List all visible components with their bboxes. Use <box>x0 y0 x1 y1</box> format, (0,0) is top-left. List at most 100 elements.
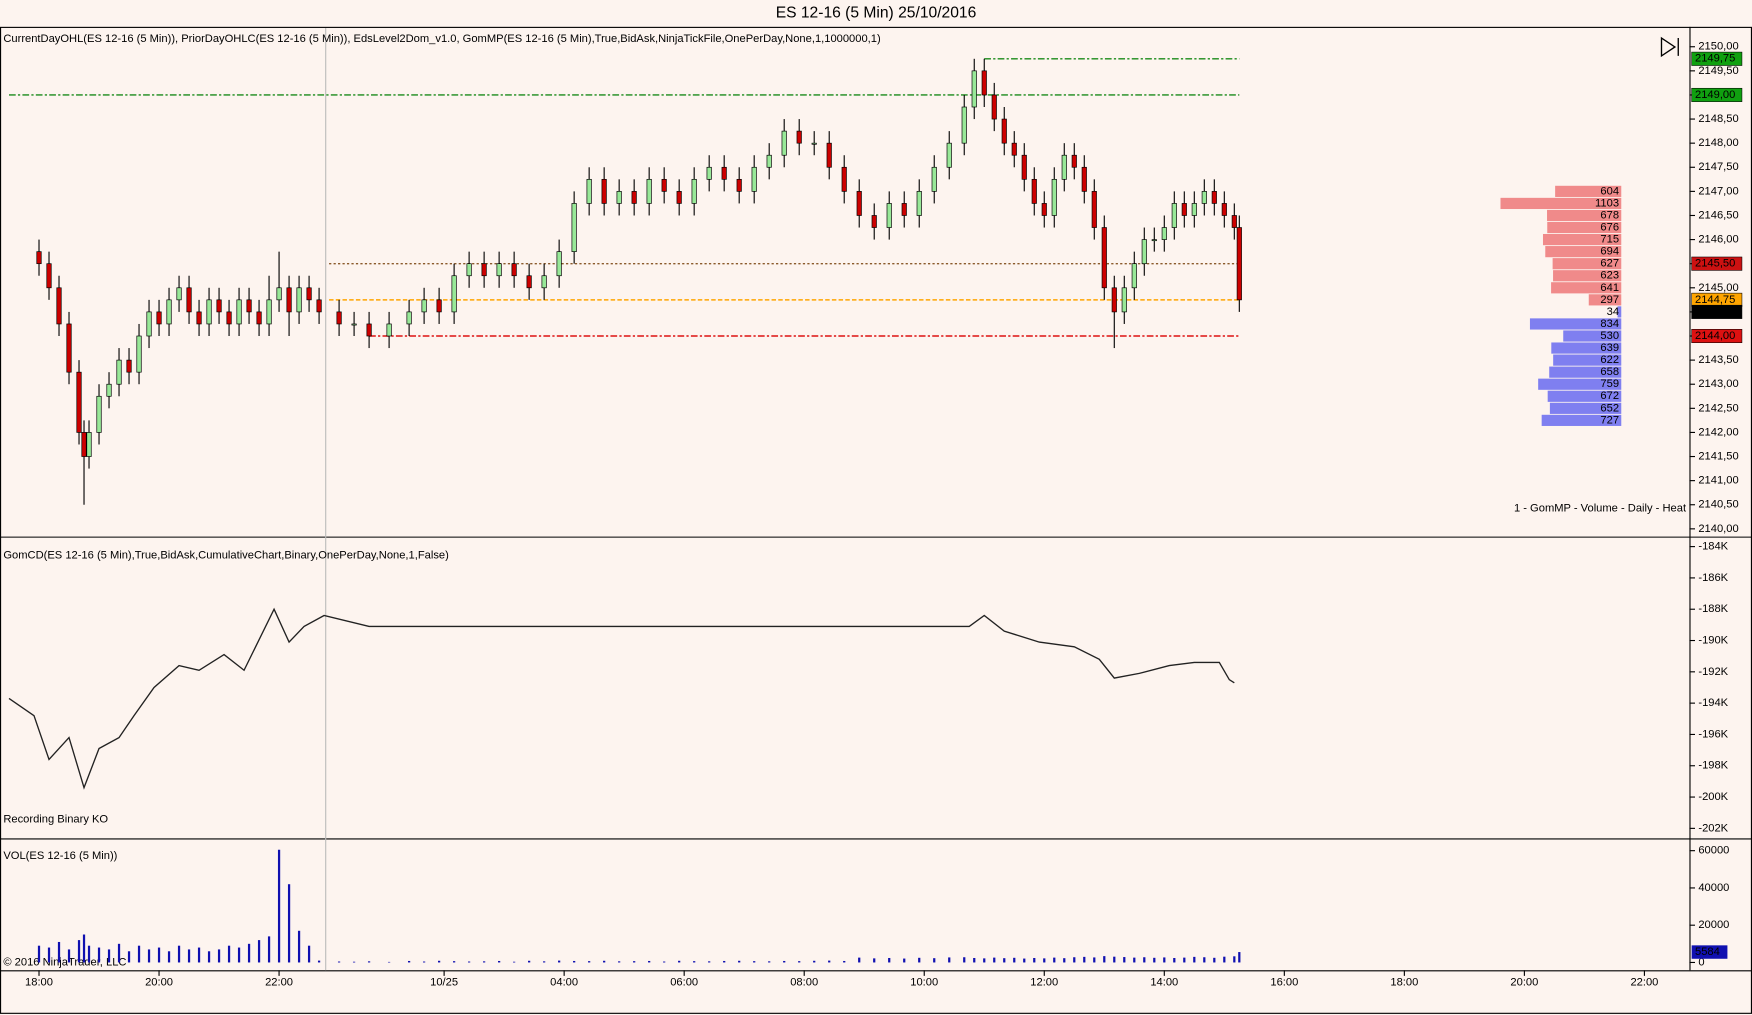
price-marker-label: 2145,50 <box>1695 258 1735 270</box>
candle-body <box>256 311 262 325</box>
candle-body <box>1081 166 1087 192</box>
volume-bar <box>1093 957 1096 963</box>
candle-body <box>336 311 342 325</box>
x-tick-label: 18:00 <box>1390 977 1418 989</box>
y-tick-label: 2147,00 <box>1698 185 1738 197</box>
candle-body <box>246 299 252 313</box>
candle-body <box>871 215 877 228</box>
volume-bar <box>352 961 356 963</box>
volume-bar <box>1233 956 1236 963</box>
candle-body <box>971 70 977 108</box>
volume-bar <box>57 941 61 963</box>
volume-bar <box>1113 956 1116 963</box>
dom-size-label: 34 <box>1607 306 1619 318</box>
volume-bar <box>648 960 651 963</box>
volume-bar <box>37 945 41 963</box>
candle-body <box>106 383 112 397</box>
candle-body <box>76 371 82 433</box>
y-tick-label: -202K <box>1698 822 1728 834</box>
x-tick-label: 20:00 <box>145 977 173 989</box>
volume-bar <box>1153 957 1156 963</box>
volume-bar <box>843 960 846 963</box>
candle-body <box>1221 203 1227 216</box>
candle-body <box>216 299 222 313</box>
y-tick-label: 20000 <box>1698 919 1729 931</box>
y-tick-label: 2145,00 <box>1698 282 1738 294</box>
price-marker <box>1691 329 1743 343</box>
volume-bar <box>247 943 251 963</box>
y-tick-label: -186K <box>1698 572 1728 584</box>
candle-body <box>156 311 162 325</box>
dom-size-label: 1103 <box>1595 197 1619 209</box>
volume-bar <box>558 960 561 963</box>
volume-bar <box>97 947 101 963</box>
price-marker-label: 2144,00 <box>1695 330 1735 342</box>
dom-size-label: 623 <box>1600 270 1619 282</box>
candle-body <box>1181 203 1187 216</box>
volume-bar <box>903 958 906 963</box>
volume-bar <box>1223 956 1226 963</box>
dom-size-label: 639 <box>1600 342 1619 354</box>
price-marker <box>1691 87 1743 102</box>
candle-body <box>1011 142 1017 156</box>
volume-bar <box>277 849 281 963</box>
candle-body <box>466 263 472 277</box>
volume-bar <box>87 945 91 963</box>
volume-bar <box>1003 958 1006 963</box>
candle-body <box>556 251 562 277</box>
dom-bar <box>1551 282 1622 294</box>
volume-bar <box>1133 957 1136 963</box>
volume-bar <box>918 957 921 963</box>
y-tick-label: -184K <box>1698 541 1728 553</box>
candle-body <box>1231 215 1237 228</box>
x-tick-label: 20:00 <box>1510 977 1538 989</box>
volume-bar <box>798 961 801 963</box>
candle-body <box>1141 239 1147 265</box>
candle-body <box>541 275 547 289</box>
volume-bar <box>367 961 371 963</box>
indicator-label: VOL(ES 12-16 (5 Min)) <box>3 850 117 862</box>
candle-body <box>616 191 622 204</box>
volume-bar <box>468 961 471 963</box>
play-button[interactable] <box>1660 36 1679 58</box>
candle-body <box>1061 154 1067 180</box>
candle-body <box>1041 203 1047 216</box>
candle-body <box>1211 191 1217 204</box>
play-icon[interactable] <box>1660 36 1679 58</box>
volume-bar <box>768 961 771 963</box>
candle-body <box>661 178 667 192</box>
candle-body <box>286 287 292 313</box>
volume-bar <box>828 960 831 963</box>
dom-size-label: 627 <box>1600 258 1619 270</box>
dom-bar <box>1552 258 1622 270</box>
candle-body <box>406 311 412 325</box>
volume-bar <box>107 949 111 963</box>
candle-body <box>1151 239 1157 242</box>
volume-bar <box>307 945 311 963</box>
dom-bar <box>1547 221 1622 234</box>
candle-body <box>1021 154 1027 180</box>
x-tick-label: 08:00 <box>790 977 818 989</box>
candle-body <box>946 142 952 168</box>
volume-bar <box>317 960 321 963</box>
volume-bar <box>858 957 861 963</box>
candle-body <box>306 287 312 301</box>
candle-body <box>266 299 272 325</box>
volume-bar <box>147 949 151 963</box>
candle-body <box>706 166 712 180</box>
price-marker-label: 2144,75 <box>1695 294 1735 306</box>
volume-bar <box>983 958 986 963</box>
volume-bar <box>337 961 341 963</box>
candle-body <box>56 287 62 325</box>
candle-body <box>1236 227 1242 301</box>
volume-bar <box>633 961 636 963</box>
candle-body <box>981 70 987 96</box>
volume-bar <box>287 884 291 963</box>
dom-bar <box>1541 414 1622 426</box>
candle-body <box>36 251 42 265</box>
dom-bar <box>1553 270 1622 282</box>
volume-bar <box>1073 957 1076 963</box>
volume-bar <box>1163 957 1166 963</box>
volume-bar <box>82 934 86 963</box>
